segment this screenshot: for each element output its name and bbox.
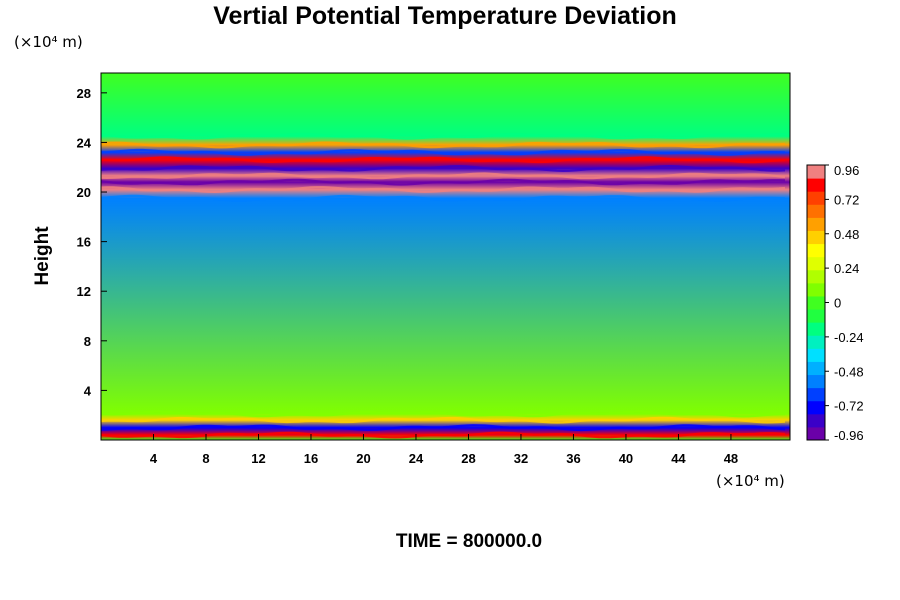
x-tick-label: 4	[150, 451, 158, 466]
colorbar-swatch	[807, 165, 825, 179]
colorbar-swatch	[807, 374, 825, 389]
x-tick-label: 44	[671, 451, 686, 466]
colorbar-swatch	[807, 269, 825, 284]
colorbar-swatch	[807, 387, 825, 402]
colorbar-swatch	[807, 413, 825, 428]
colorbar-swatch	[807, 230, 825, 245]
heatmap-detail	[100, 132, 786, 439]
colorbar-swatch	[807, 295, 825, 310]
colorbar-swatch	[807, 243, 825, 258]
time-label: TIME = 800000.0	[395, 531, 543, 552]
colorbar-swatch	[807, 309, 825, 323]
colorbar-swatch	[807, 217, 825, 231]
y-axis-ticks: 4 8 12 16 20 24 28	[77, 86, 107, 398]
x-tick-label: 24	[409, 451, 424, 466]
x-tick-label: 28	[461, 451, 475, 466]
layer-band	[100, 194, 786, 202]
colorbar-swatch	[807, 191, 825, 205]
colorbar-swatch	[807, 400, 825, 415]
colorbar-swatch	[807, 282, 825, 297]
x-tick-label: 12	[251, 451, 265, 466]
colorbar-swatch	[807, 426, 825, 441]
x-tick-label: 36	[566, 451, 580, 466]
layer-band	[100, 156, 786, 164]
colorbar-tick-label: 0.24	[834, 261, 859, 276]
layer-band	[100, 132, 785, 140]
y-axis-unit: (×10⁴ m)	[14, 33, 83, 51]
colorbar-swatch	[807, 348, 825, 362]
colorbar-tick-label: -0.48	[834, 364, 864, 379]
x-tick-label: 8	[202, 451, 209, 466]
y-tick-label: 20	[77, 185, 91, 200]
chart-title: Vertial Potential Temperature Deviation	[213, 2, 677, 30]
y-tick-label: 24	[77, 135, 92, 150]
x-axis-unit: (×10⁴ m)	[716, 472, 785, 490]
y-tick-label: 12	[77, 284, 91, 299]
colorbar-tick-label: -0.24	[834, 330, 864, 345]
colorbar-swatch	[807, 322, 825, 336]
colorbar-swatch	[807, 361, 825, 376]
colorbar-tick-label: 0.48	[834, 227, 859, 242]
layer-band	[100, 172, 786, 180]
colorbar-swatch	[807, 335, 825, 349]
colorbar: 0.96 0.72 0.48 0.24 0 -0.24 -0.48 -0.72 -0.96	[806, 163, 864, 443]
colorbar-tick-label: 0.72	[834, 192, 859, 207]
y-tick-label: 8	[84, 334, 91, 349]
heatmap-field	[101, 73, 790, 440]
colorbar-tick-label: -0.72	[834, 399, 864, 414]
y-tick-label: 28	[77, 86, 91, 101]
colorbar-tick-label: -0.96	[834, 428, 864, 443]
layer-band	[100, 148, 786, 156]
y-tick-label: 16	[77, 235, 91, 250]
x-axis-ticks: 4 8 12 16 20 24 28 32 36 40 44 48	[150, 434, 738, 466]
layer-band	[100, 424, 786, 432]
colorbar-swatch	[807, 204, 825, 218]
layer-band	[100, 186, 786, 194]
layer-band	[100, 178, 786, 186]
x-tick-label: 16	[304, 451, 318, 466]
layer-band	[100, 141, 786, 149]
x-tick-label: 32	[514, 451, 528, 466]
layer-band	[100, 164, 786, 173]
x-tick-label: 40	[619, 451, 633, 466]
x-tick-label: 48	[724, 451, 738, 466]
y-tick-label: 4	[84, 383, 92, 398]
x-tick-label: 20	[356, 451, 370, 466]
plot-frame	[100, 72, 791, 441]
colorbar-swatch	[807, 178, 825, 192]
colorbar-swatch	[807, 256, 825, 271]
colorbar-tick-label: 0	[834, 296, 841, 311]
colorbar-tick-label: 0.96	[834, 163, 859, 178]
layer-band	[100, 410, 786, 418]
layer-band	[100, 416, 786, 424]
layer-band	[100, 431, 786, 439]
